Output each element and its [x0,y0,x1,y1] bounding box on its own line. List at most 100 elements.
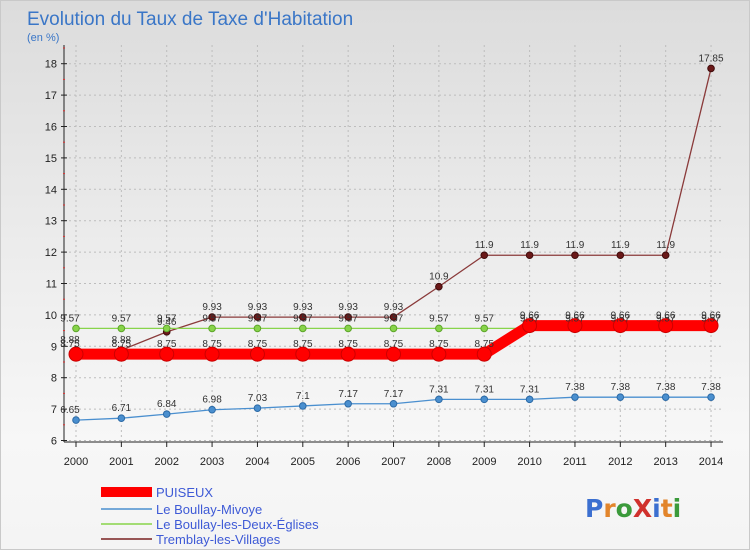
data-label: 9.57 [60,313,80,324]
x-tick-label: 2014 [699,456,723,468]
data-point [117,324,126,333]
legend-label: PUISEUX [156,485,213,500]
x-tick-label: 2009 [472,456,496,468]
y-tick-label: 17 [45,90,57,102]
axes: 6 7 8 9 10 11 12 13 14 15 16 17 18 2000 2001 2002 2003 20… [45,45,723,468]
data-point [707,64,715,73]
data-point [480,395,489,404]
data-label: 9.57 [293,313,313,324]
x-tick-label: 2011 [563,456,587,468]
data-point [476,346,492,362]
data-point [253,313,262,321]
data-label: 9.46 [157,317,177,328]
data-point [159,346,175,362]
data-point [480,324,489,333]
data-label: 8.75 [60,339,80,350]
data-label: 11.9 [566,240,585,251]
data-point [299,313,307,321]
data-label: 9.57 [475,313,495,324]
data-label: 9.57 [202,313,222,324]
data-point [299,402,307,410]
data-point [431,346,447,362]
y-tick-label: 18 [45,59,57,71]
logo-letter: i [673,494,682,523]
y-tick-label: 6 [51,436,57,448]
data-point [344,324,352,333]
data-label: 9.93 [202,302,222,313]
data-point [612,318,628,334]
data-label: 7.31 [520,384,540,395]
data-label: 7.31 [429,384,449,395]
data-point [253,324,262,333]
data-point [435,282,443,291]
data-label: 17.85 [699,53,724,64]
data-label: 7.1 [296,391,310,402]
data-point [522,318,538,334]
data-point [389,313,398,321]
data-point [113,346,129,362]
data-label: 9.66 [520,311,540,322]
data-label: 9.57 [520,313,540,324]
data-point [661,251,670,260]
data-label: 9.57 [384,313,404,324]
data-label: 8.75 [429,339,449,350]
logo-letter: r [603,494,616,523]
data-label: 7.17 [338,389,358,400]
data-point [480,251,489,260]
data-label: 7.38 [656,382,676,393]
logo-letter: X [633,494,652,523]
x-tick-label: 2012 [608,456,632,468]
data-label: 6.84 [157,399,177,410]
data-label: 7.38 [701,382,721,393]
data-point [344,313,352,321]
y-tick-label: 12 [45,247,57,259]
data-label: 8.75 [338,339,358,350]
data-label: 9.57 [248,313,268,324]
data-label: 9.93 [248,302,268,313]
logo-letter: t [661,494,673,523]
data-label: 9.66 [611,311,631,322]
chart-title: Evolution du Taux de Taxe d'Habitation [27,9,353,30]
data-label: 9.93 [293,302,313,313]
x-tick-label: 2013 [653,456,677,468]
y-tick-label: 10 [45,310,57,322]
y-tick-label: 9 [51,341,57,353]
data-point [658,318,674,334]
x-tick-label: 2001 [109,456,133,468]
legend-swatch [101,487,152,497]
data-point [567,318,583,334]
data-label: 8.75 [157,339,177,350]
y-tick-label: 15 [45,153,57,165]
data-label: 6.65 [60,405,80,416]
data-point [208,405,216,414]
series-layer [68,64,719,424]
data-label: 8.75 [248,339,268,350]
logo-letter: P [585,494,603,523]
data-label: 11.9 [611,240,630,251]
data-label: 7.38 [565,382,585,393]
legend-label: Tremblay-les-Villages [156,532,281,547]
data-label: 9.57 [656,313,676,324]
data-label: 8.88 [60,335,80,346]
data-point [571,251,579,260]
data-label: 7.38 [611,382,631,393]
data-point [386,346,402,362]
data-point [162,410,171,418]
data-label: 8.75 [112,339,132,350]
data-point [208,324,216,333]
data-point [68,346,84,362]
data-point [703,318,719,334]
y-tick-label: 7 [51,404,57,416]
data-label: 11.9 [520,240,539,251]
data-label: 9.93 [338,302,358,313]
data-point [204,346,220,362]
data-label: 9.66 [656,311,676,322]
data-label: 9.93 [384,302,404,313]
data-label: 10.9 [429,272,449,283]
x-tick-label: 2010 [517,456,541,468]
data-label: 8.75 [202,339,222,350]
data-point [661,393,670,401]
data-label: 9.66 [565,311,585,322]
data-label: 11.9 [475,240,494,251]
